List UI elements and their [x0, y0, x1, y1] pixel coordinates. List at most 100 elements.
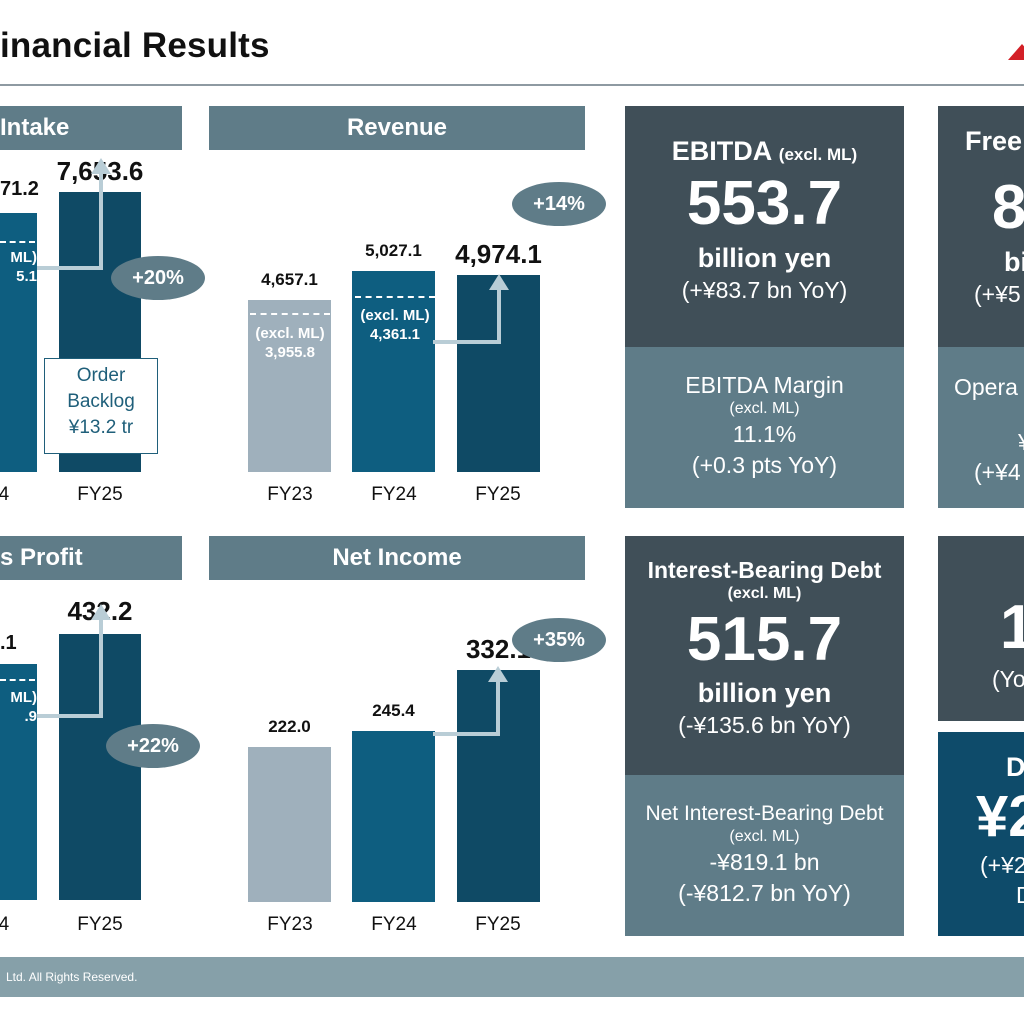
dividend-card: D ¥2 (+¥2 D [938, 732, 1024, 936]
free-title: Free [965, 126, 1023, 156]
bar-fy23 [248, 299, 331, 472]
x-label-fy24: FY24 [371, 914, 417, 935]
revenue-header: Revenue [209, 106, 585, 150]
x-label-fy23: FY23 [267, 914, 313, 935]
excl-ml-text: (excl. ML) [255, 325, 325, 342]
value-label-fy24: 245.4 [372, 700, 415, 720]
value-label-fy24: 71.2 [0, 178, 39, 200]
excl-ml-label-fy24: ML) .9 [0, 688, 37, 726]
bar-fy23 [248, 747, 331, 902]
value-label-fy23: 222.0 [268, 717, 311, 737]
net-income-title: Net Income [332, 544, 462, 571]
x-label-fy25: FY25 [77, 914, 123, 935]
bar-fy24 [0, 664, 37, 900]
dividend-extra: D [1016, 880, 1024, 910]
growth-badge: +35% [512, 618, 606, 662]
x-label-fy24: 24 [0, 484, 10, 505]
value-label-fy24: .1 [0, 632, 17, 654]
free-unit: bi [1004, 247, 1024, 277]
ebitda-unit: billion yen [697, 243, 832, 273]
revenue-chart: 4,657.1 5,027.1 4,974.1 (excl. ML) 3,955… [209, 150, 609, 530]
profit-header: s Profit [0, 536, 182, 580]
excl-ml-text: ML) [10, 689, 37, 706]
backlog-line-1: Order [76, 365, 126, 386]
order-backlog-box: Order Backlog ¥13.2 tr [44, 358, 158, 454]
order-intake-header: Intake [0, 106, 182, 150]
excl-ml-label-fy24: ML) 5.1 [0, 248, 37, 286]
excl-ml-divider-fy24 [355, 296, 435, 298]
operating-cf-title: Opera [954, 374, 1018, 400]
footer-bar [0, 957, 1024, 997]
debt-value: 515.7 [686, 605, 843, 674]
debt-yoy: (-¥135.6 bn YoY) [678, 712, 851, 738]
debt-unit: billion yen [697, 678, 832, 708]
excl-ml-divider [0, 679, 35, 681]
ebitda-title-note: (excl. ML) [778, 145, 858, 164]
x-label-fy24: 24 [0, 914, 10, 935]
profit-title: s Profit [0, 544, 83, 571]
excl-ml-value: 5.1 [16, 268, 37, 285]
net-debt-yoy: (-¥812.7 bn YoY) [678, 880, 851, 906]
excl-ml-divider-fy23 [250, 313, 330, 315]
growth-arrow-icon [37, 158, 111, 270]
value-label-fy25: 4,974.1 [455, 238, 542, 269]
page-title: inancial Results [0, 26, 270, 65]
ebitda-margin-yoy: (+0.3 pts YoY) [691, 452, 838, 478]
free-yoy: (+¥5 [974, 281, 1021, 307]
value-label-fy23: 4,657.1 [261, 269, 318, 289]
excl-ml-label-fy23: (excl. ML) 3,955.8 [245, 324, 335, 362]
ebitda-margin-card: EBITDA Margin (excl. ML) 11.1% (+0.3 pts… [625, 347, 904, 508]
growth-arrow-icon [37, 604, 111, 718]
growth-arrow-icon [433, 666, 508, 736]
growth-arrow-icon [433, 274, 509, 344]
order-intake-title: Intake [0, 114, 70, 141]
ebitda-margin-value: 11.1% [732, 421, 797, 447]
x-label-fy24: FY24 [371, 484, 417, 505]
debt-card: Interest-Bearing Debt (excl. ML) 515.7 b… [625, 536, 904, 775]
net-debt-card: Net Interest-Bearing Debt (excl. ML) -¥8… [625, 775, 904, 936]
excl-ml-text: ML) [10, 249, 37, 266]
ebitda-title-row: EBITDA (excl. ML) [625, 136, 904, 167]
excl-ml-value: .9 [24, 708, 37, 725]
growth-badge: +14% [512, 182, 606, 226]
net-debt-value: -¥819.1 bn [709, 849, 820, 875]
growth-badge: +20% [111, 256, 205, 300]
dividend-yoy: (+¥2 [980, 852, 1024, 878]
title-divider [0, 84, 1024, 86]
x-label-fy23: FY23 [267, 484, 313, 505]
bar-fy24 [352, 730, 435, 902]
free-value: 8 [992, 173, 1024, 242]
operating-cash-flow-card: Opera ¥ (+¥4 [938, 347, 1024, 508]
x-label-fy25: FY25 [77, 484, 123, 505]
ebitda-margin-title: EBITDA Margin [685, 372, 844, 398]
operating-cf-yoy: (+¥4 [974, 459, 1021, 485]
backlog-value: ¥13.2 tr [68, 417, 134, 438]
excl-ml-value: 3,955.8 [264, 344, 316, 361]
dividend-value: ¥2 [976, 784, 1024, 849]
debt-title-note: (excl. ML) [727, 585, 802, 602]
operating-cf-value: ¥ [1018, 427, 1024, 457]
net-debt-title: Net Interest-Bearing Debt [645, 802, 884, 825]
backlog-line-2: Backlog [67, 391, 135, 412]
value-label-fy24: 5,027.1 [365, 240, 422, 260]
free-cash-flow-card: Free 8 bi (+¥5 [938, 106, 1024, 347]
bar-fy24 [352, 270, 435, 472]
right-lower-yoy: (Yo [992, 666, 1024, 692]
x-label-fy25: FY25 [475, 484, 521, 505]
excl-ml-value: 4,361.1 [369, 326, 421, 343]
logo-triangle-icon [1008, 44, 1024, 60]
net-income-header: Net Income [209, 536, 585, 580]
right-lower-card: 1 (Yo [938, 536, 1024, 721]
excl-ml-divider [0, 241, 35, 243]
ebitda-value: 553.7 [686, 169, 843, 238]
growth-badge: +22% [106, 724, 200, 768]
excl-ml-text: (excl. ML) [360, 307, 430, 324]
revenue-title: Revenue [346, 114, 448, 141]
ebitda-yoy: (+¥83.7 bn YoY) [681, 277, 848, 303]
bar-fy24 [0, 213, 37, 472]
right-lower-value: 1 [1000, 593, 1024, 662]
ebitda-title: EBITDA [671, 136, 772, 166]
x-label-fy25: FY25 [475, 914, 521, 935]
ebitda-margin-note: (excl. ML) [729, 400, 800, 417]
dividend-title: D [1006, 752, 1024, 782]
